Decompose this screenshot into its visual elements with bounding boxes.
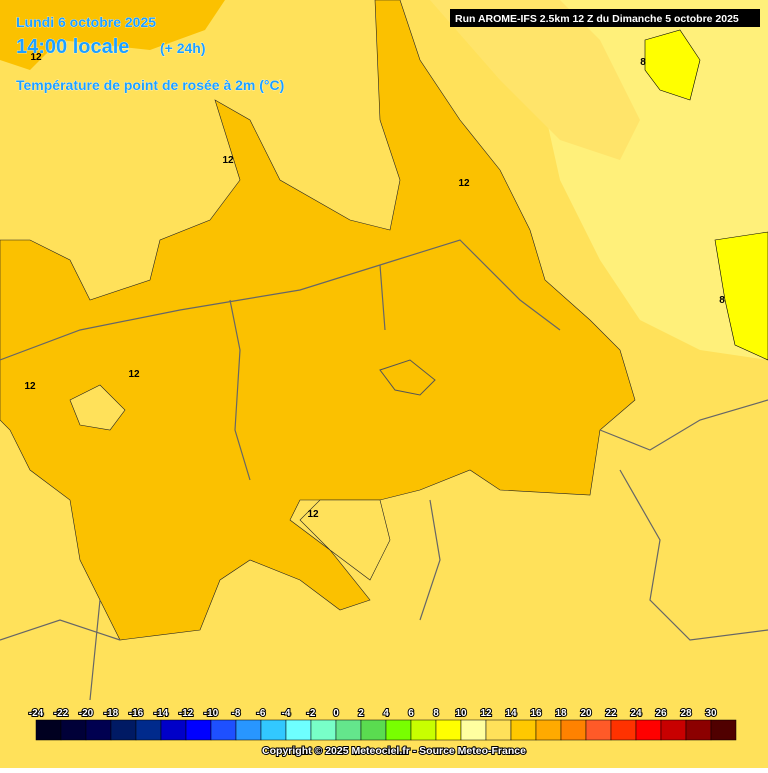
legend-label: 26 xyxy=(655,708,667,719)
legend-label: -14 xyxy=(154,708,169,719)
legend-swatch xyxy=(35,719,62,741)
date: Lundi 6 octobre 2025 xyxy=(16,14,156,30)
border-lines xyxy=(0,239,768,701)
legend-swatch xyxy=(410,719,437,741)
legend-swatch xyxy=(710,719,737,741)
light-area xyxy=(430,0,640,160)
legend-label: -22 xyxy=(54,708,69,719)
contour-label: 12 xyxy=(30,52,42,63)
lead-time: (+ 24h) xyxy=(160,40,206,56)
legend: -24 -22 -20 -18 -16 -14 -12 -10 -8 -6 -4 -2 0 2 4 6 8 10 1… xyxy=(28,707,737,741)
legend-label: 0 xyxy=(333,708,339,719)
legend-swatch xyxy=(335,719,362,741)
contour-label: 12 xyxy=(458,178,470,189)
legend-swatch xyxy=(85,719,112,741)
run-info: Run AROME-IFS 2.5km 12 Z du Dimanche 5 o… xyxy=(455,13,739,25)
legend-label: 8 xyxy=(433,708,439,719)
contour-label: 8 xyxy=(640,57,646,68)
legend-label: 4 xyxy=(383,708,389,719)
legend-label: 10 xyxy=(455,708,467,719)
legend-swatch xyxy=(310,719,337,741)
orange-area xyxy=(0,0,636,641)
legend-label: 30 xyxy=(705,708,717,719)
contour-labels: 12 12 12 8 8 12 12 12 xyxy=(24,52,725,520)
lake-outline xyxy=(379,359,436,396)
light-patch xyxy=(69,384,126,431)
legend-swatch xyxy=(360,719,387,741)
legend-label: 22 xyxy=(605,708,617,719)
legend-label: -12 xyxy=(179,708,194,719)
orange-area xyxy=(0,0,225,70)
legend-swatch xyxy=(535,719,562,741)
legend-label: 28 xyxy=(680,708,692,719)
light-patch xyxy=(299,499,391,581)
parameter: Température de point de rosée à 2m (°C) xyxy=(16,77,284,93)
legend-label: -18 xyxy=(104,708,119,719)
legend-label: -20 xyxy=(79,708,94,719)
legend-label: -16 xyxy=(129,708,144,719)
legend-swatch xyxy=(560,719,587,741)
legend-label: -2 xyxy=(307,708,316,719)
legend-label: -4 xyxy=(282,708,291,719)
legend-label: 6 xyxy=(408,708,414,719)
legend-swatch xyxy=(485,719,512,741)
legend-swatch xyxy=(435,719,462,741)
legend-swatch xyxy=(635,719,662,741)
legend-swatch xyxy=(285,719,312,741)
legend-swatch xyxy=(585,719,612,741)
legend-label: -10 xyxy=(204,708,219,719)
legend-swatch xyxy=(60,719,87,741)
legend-label: 24 xyxy=(630,708,642,719)
legend-swatch xyxy=(110,719,137,741)
yellow-area xyxy=(714,231,768,361)
legend-label: 2 xyxy=(358,708,364,719)
yellow-area xyxy=(644,29,701,101)
legend-swatch xyxy=(135,719,162,741)
contour-label: 8 xyxy=(719,295,725,306)
legend-swatch xyxy=(385,719,412,741)
contour-label: 12 xyxy=(222,155,234,166)
legend-swatch xyxy=(160,719,187,741)
contour-label: 12 xyxy=(307,509,319,520)
legend-swatch xyxy=(260,719,287,741)
legend-swatch xyxy=(460,719,487,741)
legend-label: 12 xyxy=(480,708,492,719)
run-box xyxy=(450,9,760,27)
legend-swatch xyxy=(660,719,687,741)
legend-swatch xyxy=(510,719,537,741)
copyright: Copyright © 2025 Meteociel.fr - Source M… xyxy=(262,745,526,757)
legend-label: 20 xyxy=(580,708,592,719)
legend-swatch xyxy=(210,719,237,741)
legend-label: 16 xyxy=(530,708,542,719)
legend-label: -8 xyxy=(232,708,241,719)
legend-swatch xyxy=(185,719,212,741)
contour-label: 12 xyxy=(24,381,36,392)
legend-swatch xyxy=(235,719,262,741)
time: 14:00 locale xyxy=(16,36,129,58)
legend-swatch xyxy=(610,719,637,741)
legend-label: -24 xyxy=(29,708,44,719)
legend-label: 18 xyxy=(555,708,567,719)
legend-swatch xyxy=(685,719,712,741)
legend-label: -6 xyxy=(257,708,266,719)
contour-label: 12 xyxy=(128,369,140,380)
legend-label: 14 xyxy=(505,708,517,719)
